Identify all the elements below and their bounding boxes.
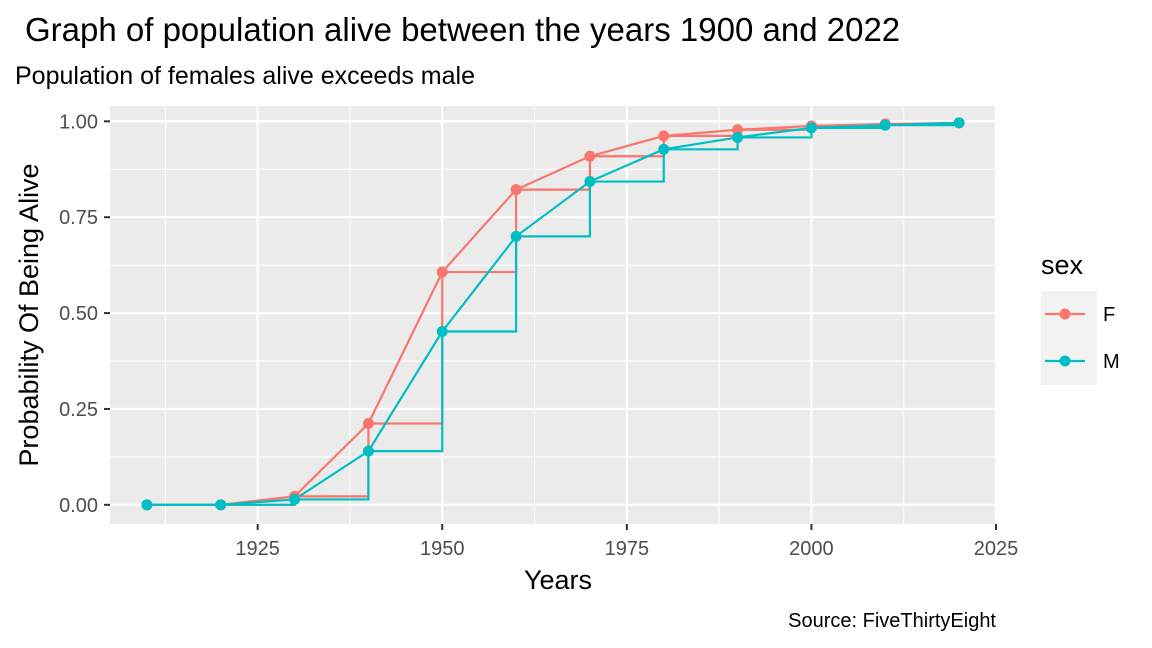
y-tick-label: 0.00: [59, 495, 98, 517]
x-tick-label: 1950: [420, 538, 465, 560]
series-m-point: [362, 445, 374, 457]
y-tick-label: 1.00: [59, 111, 98, 133]
series-f-point: [436, 266, 448, 278]
series-m-point: [953, 117, 965, 129]
series-f-point: [658, 130, 670, 142]
series-f-point: [584, 150, 596, 162]
x-tick-label: 2000: [789, 538, 834, 560]
legend-key-f-point: [1059, 308, 1071, 320]
y-tick-label: 0.75: [59, 207, 98, 229]
series-f-point: [732, 124, 744, 136]
series-m-step-line: [146, 122, 961, 506]
series-m-point: [658, 143, 670, 155]
series-m-point: [289, 493, 301, 505]
x-tick-label: 1975: [605, 538, 650, 560]
grid-lines: [110, 106, 998, 524]
series-m-point: [510, 230, 522, 242]
legend-key-m-point: [1059, 355, 1071, 367]
series-m-point: [732, 131, 744, 143]
legend-title: sex: [1041, 250, 1084, 280]
chart-caption: Source: FiveThirtyEight: [788, 610, 996, 632]
y-tick-label: 0.50: [59, 303, 98, 325]
series-f-line: [146, 121, 960, 506]
series-m-point: [805, 122, 817, 134]
x-tick-label: 1925: [235, 538, 280, 560]
chart-subtitle: Population of females alive exceeds male: [15, 62, 475, 90]
series-m-line: [146, 121, 960, 506]
y-axis-title: Probability Of Being Alive: [14, 163, 44, 466]
x-axis-title: Years: [524, 565, 592, 595]
series-m-point: [215, 499, 227, 511]
legend-key-background: [1041, 291, 1097, 385]
series-layer: [141, 117, 965, 511]
legend-label-m: M: [1103, 351, 1120, 373]
series-f-point: [510, 184, 522, 196]
legend-label-f: F: [1103, 304, 1115, 326]
axis-ticks: 1925 1950 1975 2000 2025 0.00 0.25 0.50 0.75 1.00: [59, 111, 1018, 560]
chart-title: Graph of population alive between the ye…: [25, 11, 900, 48]
series-f-point: [362, 418, 374, 430]
plot-panel: [110, 106, 996, 524]
series-m-point: [141, 499, 153, 511]
x-tick-label: 2025: [974, 538, 1019, 560]
series-m-point: [436, 325, 448, 337]
series-m-point: [584, 176, 596, 188]
series-m-point: [879, 119, 891, 131]
y-tick-label: 0.25: [59, 399, 98, 421]
legend: sex F M: [1041, 250, 1120, 385]
